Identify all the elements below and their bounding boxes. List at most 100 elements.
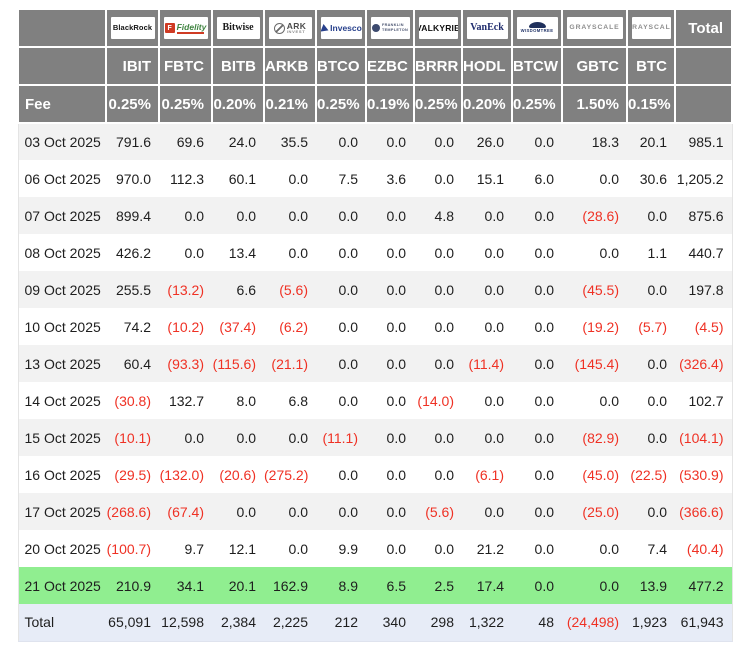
flow-value-cell: (40.4)	[675, 530, 733, 567]
flow-value-cell: (10.1)	[114, 429, 151, 446]
fidelity-f-icon	[164, 23, 175, 33]
wisdomtree-logo-part: WISDOMTREE	[520, 28, 554, 34]
provider-header-valkyrie: VALKYRIE	[413, 8, 463, 48]
flow-value-cell: 2.5	[434, 577, 454, 594]
flow-value-cell: (5.6)	[425, 503, 454, 520]
flow-value-cell: 0.0	[434, 134, 454, 150]
invesco-logo-text: Invesco	[330, 24, 361, 33]
total-value-cell: 2,225	[264, 604, 316, 642]
grayscale-logo-text: GRAYSCALE	[569, 24, 619, 32]
flow-value-cell: 0.0	[434, 244, 454, 261]
flow-value-cell: 0.0	[386, 503, 406, 520]
flow-value-cell: 0.0	[338, 392, 358, 409]
flow-value-cell: 0.0	[236, 207, 256, 224]
flow-value-cell: 899.4	[115, 207, 151, 224]
flow-value-cell: 8.0	[236, 392, 256, 409]
total-value-cell: 2,384	[212, 604, 264, 642]
flow-value-cell: (45.0)	[582, 466, 619, 483]
flow-row: 21 Oct 2025 210.9 34.1 20.1 162.9 8.9 6.5 2.5 17…	[17, 567, 733, 604]
date-cell: 21 Oct 2025	[17, 567, 106, 604]
flow-value-cell: 0.0	[288, 170, 308, 187]
flow-value-cell: 0.0	[434, 429, 454, 446]
flow-value-cell: (104.1)	[675, 419, 733, 456]
flow-value-cell: 0.0	[647, 355, 667, 372]
date-cell: 15 Oct 2025	[17, 419, 106, 456]
grayscale-2-logo-part: GRAYSCALE	[632, 23, 671, 31]
flow-row: 15 Oct 2025 (10.1) 0.0 0.0 0.0 (11.1) 0.0 0.0 0.…	[17, 419, 733, 456]
ticker-btcw: BTCW	[511, 46, 563, 86]
flow-row: 20 Oct 2025 (100.7) 9.7 12.1 0.0 9.9 0.0 0.0 21.…	[17, 530, 733, 567]
ticker-btc: BTC	[626, 46, 676, 86]
flow-value-cell: 970.0	[115, 170, 151, 187]
flow-value-cell: (10.2)	[167, 318, 204, 335]
flow-row: 17 Oct 2025 (268.6) (67.4) 0.0 0.0 0.0 0.0 (5.6…	[17, 493, 733, 530]
flow-value-cell: 17.4	[476, 577, 504, 594]
flow-value-cell: (14.0)	[417, 392, 454, 409]
franklin-seal-icon	[371, 24, 380, 32]
flow-value-cell: 0.0	[288, 503, 308, 520]
total-value-cell: 48	[512, 604, 562, 642]
total-value-cell: 61,943	[675, 604, 733, 642]
flow-value-cell: 6.8	[288, 392, 308, 409]
flow-value-cell: 20.1	[228, 577, 256, 594]
flow-value-cell: 20.1	[639, 134, 667, 150]
flow-value-cell: 985.1	[675, 123, 733, 160]
flow-value-cell: 0.0	[184, 429, 204, 446]
fee-btco: 0.25%	[315, 84, 367, 124]
flow-value-cell: 0.0	[338, 207, 358, 224]
flow-value-cell: (268.6)	[106, 503, 151, 520]
total-value-cell: 12,598	[159, 604, 212, 642]
flow-value-cell: 0.0	[599, 392, 619, 409]
flow-value-cell: 7.5	[338, 170, 358, 187]
valkyrie-logo-text: VALKYRIE	[419, 24, 458, 33]
flow-value-cell: 0.0	[534, 244, 554, 261]
flow-row: 13 Oct 2025 60.4 (93.3) (115.6) (21.1) 0.0 0.0…	[17, 345, 733, 382]
fee-ezbc: 0.19%	[365, 84, 415, 124]
ticker-btco: BTCO	[315, 46, 367, 86]
wisdomtree-logo: WISDOMTREE	[516, 17, 558, 39]
flow-value-cell: 477.2	[675, 567, 733, 604]
flow-value-cell: 15.1	[476, 170, 504, 187]
flow-value-cell: (5.7)	[638, 318, 667, 335]
flow-value-cell: 0.0	[338, 466, 358, 483]
flow-value-cell: 0.0	[434, 355, 454, 372]
franklin-logo-text: FRANKLIN TEMPLETON	[382, 23, 408, 33]
fee-hodl: 0.20%	[461, 84, 513, 124]
ticker-row-spacer	[17, 46, 107, 86]
flow-value-cell: 0.0	[386, 207, 406, 224]
date-cell: 03 Oct 2025	[17, 123, 106, 160]
ark-logo-part: INVEST	[286, 29, 306, 35]
flow-value-cell: 8.9	[338, 577, 358, 594]
flow-value-cell: 0.0	[534, 318, 554, 335]
ticker-row-total-spacer	[674, 46, 733, 86]
fidelity-logo: Fidelity	[163, 17, 208, 39]
flow-value-cell: 0.0	[534, 466, 554, 483]
franklin-logo: FRANKLIN TEMPLETON	[370, 17, 410, 39]
fee-btcw: 0.25%	[511, 84, 563, 124]
fidelity-logo-text: Fidelity	[177, 22, 207, 34]
flow-value-cell: 6.0	[534, 170, 554, 187]
fee-row-label: Fee	[17, 84, 107, 124]
fee-brrr: 0.25%	[413, 84, 463, 124]
flow-value-cell: 4.8	[434, 207, 454, 224]
flow-value-cell: (22.5)	[630, 466, 667, 483]
flow-value-cell: 74.2	[123, 318, 151, 335]
flow-value-cell: 34.1	[176, 577, 204, 594]
flow-value-cell: 3.6	[386, 170, 406, 187]
flow-value-cell: 791.6	[115, 134, 151, 150]
flow-value-cell: 0.0	[647, 503, 667, 520]
provider-header-wisdomtree: WISDOMTREE	[511, 8, 563, 48]
provider-header-vaneck: VanEck	[461, 8, 513, 48]
flow-value-cell: 0.0	[434, 170, 454, 187]
flow-value-cell: 0.0	[647, 281, 667, 298]
total-value-cell: 1,923	[627, 604, 675, 642]
flow-value-cell: 60.4	[123, 355, 151, 372]
flow-value-cell: 0.0	[434, 540, 454, 557]
flow-value-cell: (29.5)	[114, 466, 151, 483]
flow-value-cell: (19.2)	[582, 318, 619, 335]
flow-value-cell: 24.0	[228, 134, 256, 150]
flow-row: 07 Oct 2025 899.4 0.0 0.0 0.0 0.0 0.0 4.8 0.0 0.0…	[17, 197, 733, 234]
flow-value-cell: (275.2)	[264, 466, 309, 483]
